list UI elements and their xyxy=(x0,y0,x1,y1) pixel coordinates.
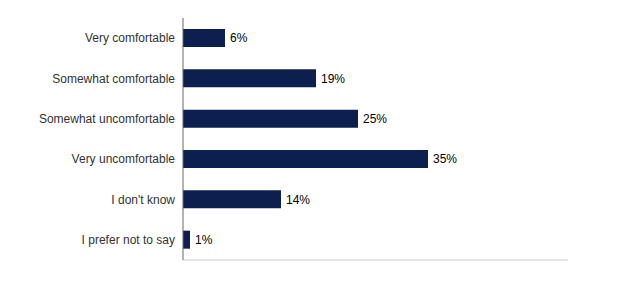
svg-text:25%: 25% xyxy=(363,112,387,126)
svg-text:Very uncomfortable: Very uncomfortable xyxy=(72,152,176,166)
svg-text:1%: 1% xyxy=(195,233,213,247)
svg-text:Somewhat uncomfortable: Somewhat uncomfortable xyxy=(39,112,175,126)
svg-text:I prefer not to say: I prefer not to say xyxy=(82,233,175,247)
svg-text:6%: 6% xyxy=(230,31,248,45)
svg-text:35%: 35% xyxy=(433,152,457,166)
svg-text:I don't know: I don't know xyxy=(111,193,175,207)
svg-text:19%: 19% xyxy=(321,72,345,86)
svg-text:14%: 14% xyxy=(286,193,310,207)
svg-text:Somewhat comfortable: Somewhat comfortable xyxy=(52,72,175,86)
svg-text:Very comfortable: Very comfortable xyxy=(85,31,175,45)
